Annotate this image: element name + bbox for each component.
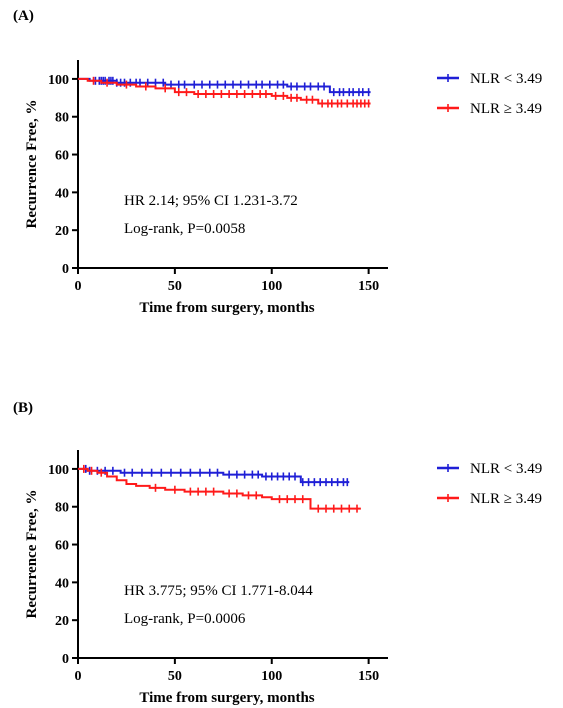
chart-b-y-tick-label: 80 [55, 501, 69, 516]
chart-a-series-2-line [78, 77, 371, 105]
chart-b-x-tick-label: 0 [75, 669, 82, 684]
chart-a-legend-label-1: NLR < 3.49 [470, 71, 542, 87]
chart-a: 0 20 40 60 80 100 0 50 100 150 Time from surgery, … [24, 60, 542, 316]
chart-b-legend-label-1: NLR < 3.49 [470, 461, 542, 477]
chart-b-x-tick-label: 150 [358, 669, 379, 684]
chart-a-annotation-1: HR 2.14; 95% CI 1.231-3.72 [124, 193, 298, 209]
panel-label-b: (B) [13, 400, 33, 416]
chart-b-y-tick-label: 60 [55, 539, 69, 554]
chart-a-y-tick-label: 100 [48, 73, 69, 88]
chart-a-y-tick-label: 60 [55, 149, 69, 164]
chart-a-legend-label-2: NLR ≥ 3.49 [470, 101, 542, 117]
chart-a-x-tick-label: 50 [168, 279, 182, 294]
chart-b-annotation-1: HR 3.775; 95% CI 1.771-8.044 [124, 583, 313, 599]
chart-a-annotation-2: Log-rank, P=0.0058 [124, 221, 245, 237]
chart-b-y-tick-label: 100 [48, 463, 69, 478]
chart-b: 0 20 40 60 80 100 0 50 100 150 Time from surgery, … [24, 450, 542, 706]
chart-b-y-tick-label: 0 [62, 652, 69, 667]
chart-a-x-tick-label: 100 [261, 279, 282, 294]
chart-b-legend-label-2: NLR ≥ 3.49 [470, 491, 542, 507]
chart-a-y-axis-label: Recurrence Free, % [24, 100, 40, 229]
chart-b-series-2-line [78, 467, 361, 510]
chart-a-y-tick-label: 40 [55, 186, 69, 201]
chart-b-x-axis-label: Time from surgery, months [139, 690, 314, 706]
chart-b-y-tick-label: 40 [55, 576, 69, 591]
chart-b-annotation-2: Log-rank, P=0.0006 [124, 611, 246, 627]
chart-b-y-axis-label: Recurrence Free, % [24, 490, 40, 619]
panel-label-a: (A) [13, 8, 34, 24]
chart-b-x-tick-label: 50 [168, 669, 182, 684]
chart-a-y-tick-label: 0 [62, 262, 69, 277]
chart-b-x-tick-label: 100 [261, 669, 282, 684]
chart-a-y-tick-label: 80 [55, 111, 69, 126]
chart-a-x-axis-label: Time from surgery, months [139, 300, 314, 316]
chart-a-y-tick-label: 20 [55, 224, 69, 239]
chart-a-x-tick-label: 0 [75, 279, 82, 294]
chart-a-x-tick-label: 150 [358, 279, 379, 294]
chart-b-y-tick-label: 20 [55, 614, 69, 629]
